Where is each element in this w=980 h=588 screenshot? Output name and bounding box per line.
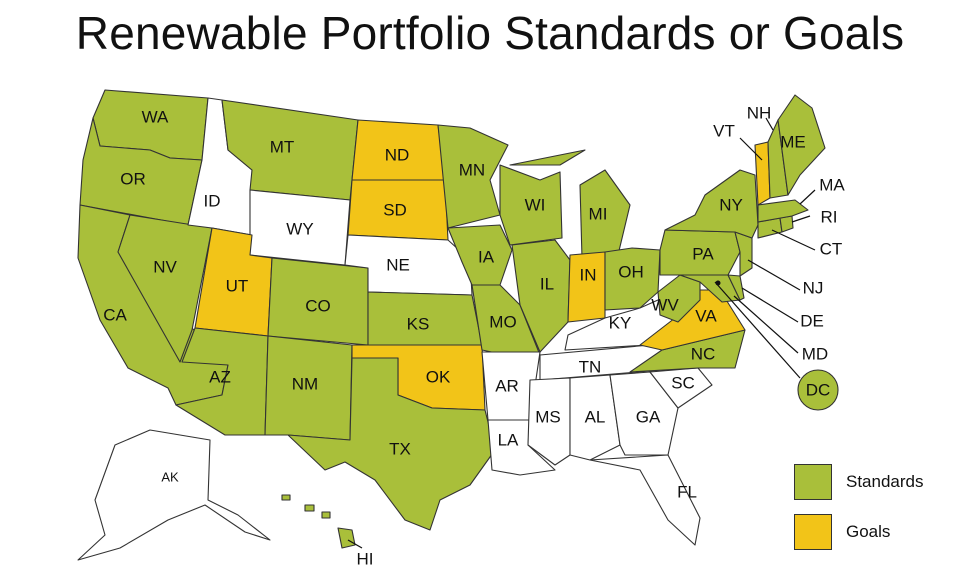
state-label: WA xyxy=(142,107,169,126)
state-MA xyxy=(757,199,809,223)
state-label: WV xyxy=(651,295,679,314)
state-label: MI xyxy=(589,204,608,223)
leader-lines xyxy=(347,117,816,549)
state-label: GA xyxy=(636,407,661,426)
state-label: MS xyxy=(535,407,561,426)
state-label: VA xyxy=(695,306,717,325)
state-label: VT xyxy=(713,121,735,140)
state-label: AL xyxy=(585,407,606,426)
state-label: CA xyxy=(103,305,127,324)
state-label: DC xyxy=(806,380,831,399)
state-DC xyxy=(797,369,839,411)
state-HI xyxy=(281,494,356,549)
legend-label: Goals xyxy=(846,522,891,541)
state-MI xyxy=(509,149,631,259)
state-label: MO xyxy=(489,312,516,331)
state-label: SD xyxy=(383,200,407,219)
state-label: MT xyxy=(270,137,295,156)
state-label: NH xyxy=(747,103,772,122)
state-label: NJ xyxy=(803,278,824,297)
state-label: MN xyxy=(459,160,485,179)
state-label: LA xyxy=(498,430,519,449)
state-label: OK xyxy=(426,367,451,386)
state-label: IA xyxy=(478,247,495,266)
state-label: CO xyxy=(305,296,331,315)
state-NY xyxy=(664,169,759,239)
state-label: UT xyxy=(226,276,249,295)
legend-swatch-goals xyxy=(794,514,832,550)
state-label: WY xyxy=(286,219,313,238)
state-label: MA xyxy=(819,175,845,194)
state-labels: WA OR CA NV ID MT WY UT AZ CO NM ND SD N… xyxy=(103,103,845,568)
legend-item-goals: Goals xyxy=(794,512,924,552)
state-label: NM xyxy=(292,374,318,393)
state-WI xyxy=(499,164,563,246)
state-label: TX xyxy=(389,439,411,458)
state-AL xyxy=(569,374,621,461)
state-label: NV xyxy=(153,257,177,276)
state-label: WI xyxy=(525,195,546,214)
state-label: SC xyxy=(671,373,695,392)
state-label: AZ xyxy=(209,367,231,386)
state-label: PA xyxy=(692,244,714,263)
legend-swatch-standards xyxy=(794,464,832,500)
state-label: CT xyxy=(820,239,843,258)
map-title: Renewable Portfolio Standards or Goals xyxy=(75,7,905,59)
state-NC xyxy=(629,329,746,373)
state-label: KY xyxy=(609,313,632,332)
state-label: ME xyxy=(780,132,806,151)
state-label: RI xyxy=(821,207,838,226)
legend-label: Standards xyxy=(846,472,924,491)
state-label: DE xyxy=(800,311,824,330)
state-label: IN xyxy=(580,265,597,284)
state-DE xyxy=(727,274,745,301)
state-label: TN xyxy=(579,357,602,376)
state-label: AK xyxy=(161,469,179,484)
state-label: KS xyxy=(407,314,430,333)
legend: Standards Goals xyxy=(794,462,924,562)
state-label: FL xyxy=(677,482,697,501)
state-label: NY xyxy=(719,195,743,214)
state-MS xyxy=(527,377,571,466)
state-label: OR xyxy=(120,169,146,188)
state-label: MD xyxy=(802,344,828,363)
state-label: OH xyxy=(618,262,644,281)
state-FL xyxy=(589,454,701,546)
state-label: IL xyxy=(540,274,554,293)
state-ME xyxy=(777,94,826,196)
state-VT xyxy=(754,141,771,206)
state-label: ID xyxy=(204,191,221,210)
state-IN xyxy=(567,251,606,323)
state-label: NC xyxy=(691,344,716,363)
state-MD xyxy=(679,274,741,303)
state-AK xyxy=(77,429,271,561)
state-label: AR xyxy=(495,376,519,395)
state-label: NE xyxy=(386,255,410,274)
state-label: ND xyxy=(385,145,410,164)
state-label: HI xyxy=(357,549,374,568)
legend-item-standards: Standards xyxy=(794,462,924,502)
state-RI xyxy=(779,215,794,233)
state-TX xyxy=(287,357,496,531)
